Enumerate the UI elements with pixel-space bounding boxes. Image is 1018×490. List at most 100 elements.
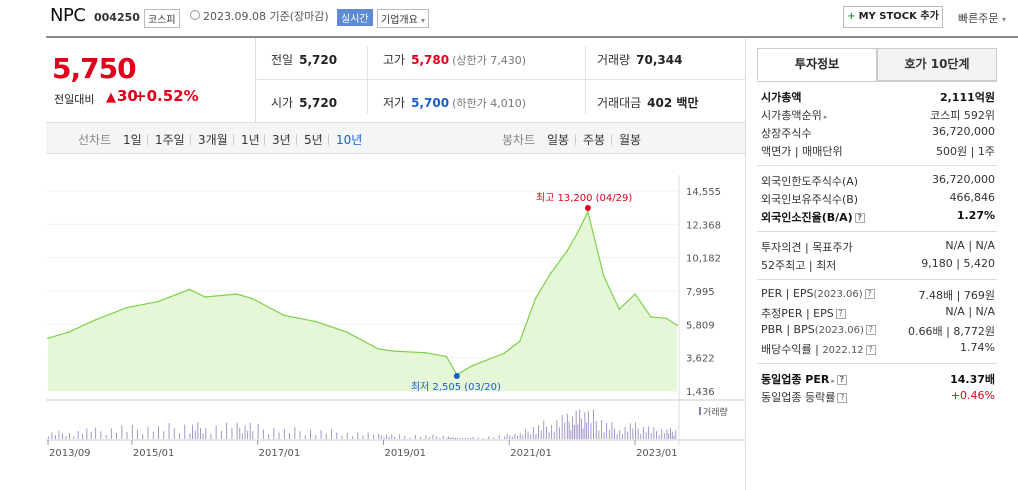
period-tab-10y[interactable]: 10년 [336, 133, 363, 147]
info-row: 동일업종 PER ▸? 14.37배 [761, 369, 995, 387]
help-icon[interactable]: ? [864, 289, 875, 299]
stock-name: NPC [50, 5, 86, 26]
volume-bar [616, 434, 618, 439]
volume-bar [522, 434, 524, 439]
high-marker [584, 205, 591, 211]
price-point [618, 308, 621, 311]
low-marker [453, 373, 460, 379]
volume-bar [635, 422, 636, 439]
upper-limit: (상한가 7,430) [452, 54, 526, 67]
divider [328, 134, 329, 145]
tab-orderbook[interactable]: 호가 10단계 [877, 48, 997, 81]
stock-header: NPC 004250 코스피 2023.09.08 기준(장마감) 실시간 기업… [0, 0, 1018, 36]
volume-bar [614, 428, 615, 439]
volume-bar [142, 434, 144, 439]
candle-tab-monthly[interactable]: 월봉 [619, 133, 642, 147]
price-change-pct: +0.52% [134, 87, 199, 105]
price-change: ▲30 [106, 87, 138, 105]
y-tick-label: 10,182 [686, 254, 721, 265]
per-value: 7.48배 [918, 289, 954, 302]
volume-bar [158, 426, 159, 439]
info-section-cap: 시가총액 2,111억원 시가총액순위 ▸ 코스피 592위 상장주식수 36,720,… [757, 82, 997, 166]
price-point [676, 324, 678, 327]
help-icon[interactable]: ? [836, 375, 847, 385]
sector-change-label: 동일업종 등락률 [761, 391, 836, 404]
candle-tab-daily[interactable]: 일봉 [547, 133, 570, 147]
price-point [314, 320, 317, 323]
volume-bar [568, 421, 570, 439]
period-tab-1y[interactable]: 1년 [241, 133, 260, 147]
quick-order-link[interactable]: 빠른주문 ▾ [958, 10, 1006, 26]
high-annotation: 최고 13,200 (04/29) [536, 192, 632, 204]
volume-bar [446, 437, 448, 439]
price-point [534, 297, 537, 300]
volume-bar [451, 437, 453, 439]
div-label: 배당수익률 [761, 343, 812, 356]
opinion-target-label: 투자의견 | 목표주가 [761, 241, 853, 254]
volume-bar [73, 435, 75, 439]
volume-bar [100, 431, 102, 439]
divider [190, 134, 191, 145]
volume-bar [653, 427, 655, 439]
chevron-down-icon: ▾ [1001, 15, 1006, 24]
volume-bar [640, 434, 642, 439]
candle-tab-weekly[interactable]: 주봉 [583, 133, 606, 147]
tab-invest-info[interactable]: 투자정보 [757, 48, 877, 81]
realtime-button[interactable]: 실시간 [337, 9, 373, 26]
volume-bar [77, 431, 79, 439]
volume-bar [69, 433, 70, 439]
period-tab-3y[interactable]: 3년 [272, 133, 291, 147]
info-row: 시가총액 2,111억원 [761, 87, 995, 105]
y-tick-label: 1,436 [686, 387, 715, 398]
volume-bar [645, 432, 647, 439]
w52-low-value: 5,420 [963, 257, 996, 270]
add-mystock-button[interactable]: + MY STOCK 추가 [843, 6, 943, 28]
add-mystock-label: MY STOCK 추가 [858, 11, 939, 22]
bps-label: BPS [793, 323, 815, 336]
foreign-limit-value: 36,720,000 [932, 173, 995, 186]
per-eps-label: PER | EPS(2023.06)? [761, 287, 875, 300]
y-tick-label: 3,622 [686, 354, 715, 365]
rank-value: 코스피 592위 [930, 109, 995, 122]
period-tab-1w[interactable]: 1주일 [155, 133, 185, 147]
target-label: 목표주가 [812, 241, 853, 254]
price-point [251, 297, 254, 300]
w52-low-label: 최저 [816, 259, 837, 272]
pbr-bps-label: PBR | BPS(2023.06)? [761, 323, 876, 336]
volume-bar [483, 438, 484, 439]
volume-bar [51, 432, 53, 439]
market-cap-label: 시가총액 [761, 91, 802, 104]
period-tab-3m[interactable]: 3개월 [198, 133, 228, 147]
volume-bar [131, 425, 133, 439]
divider [264, 134, 265, 145]
est-per-label: 추정PER [761, 307, 803, 320]
volume-bar [82, 434, 83, 439]
help-icon[interactable]: ? [865, 325, 876, 335]
help-icon[interactable]: ? [835, 309, 846, 319]
volume-bar [202, 433, 204, 439]
volume-bar [464, 438, 466, 439]
volume-bar [173, 428, 175, 439]
period-tab-5y[interactable]: 5년 [304, 133, 323, 147]
volume-bar [244, 425, 246, 439]
help-icon[interactable]: ? [854, 213, 865, 223]
par-label: 액면가 [761, 145, 792, 158]
company-info-dropdown[interactable]: 기업개요 ▾ [377, 9, 430, 28]
volume-bar [62, 433, 63, 439]
info-row: 52주최고 | 최저 9,180 | 5,420 [761, 255, 995, 273]
volume-bar [506, 434, 508, 439]
volume-bar [658, 435, 660, 439]
price-chart[interactable]: 14,555 12,368 10,182 7,995 5,809 3,622 1,436 최고… [46, 155, 745, 490]
volume-bar [629, 423, 631, 439]
help-icon[interactable]: ? [837, 393, 848, 403]
price-point [94, 319, 96, 321]
volume-bar [289, 433, 290, 439]
info-section-opinion: 투자의견 | 목표주가 N/A | N/A 52주최고 | 최저 9,180 | 5… [757, 232, 997, 280]
volume-bar [420, 436, 422, 439]
help-icon[interactable]: ? [865, 345, 876, 355]
pbr-bps-value: 0.66배 | 8,772원 [908, 325, 995, 338]
period-tab-1d[interactable]: 1일 [123, 133, 142, 147]
chart-tabs: 선차트 1일 1주일 3개월 1년 3년 5년 10년 봉차트 일봉 주봉 월봉 [46, 122, 745, 154]
clock-icon [190, 10, 200, 20]
price-point [283, 314, 285, 317]
